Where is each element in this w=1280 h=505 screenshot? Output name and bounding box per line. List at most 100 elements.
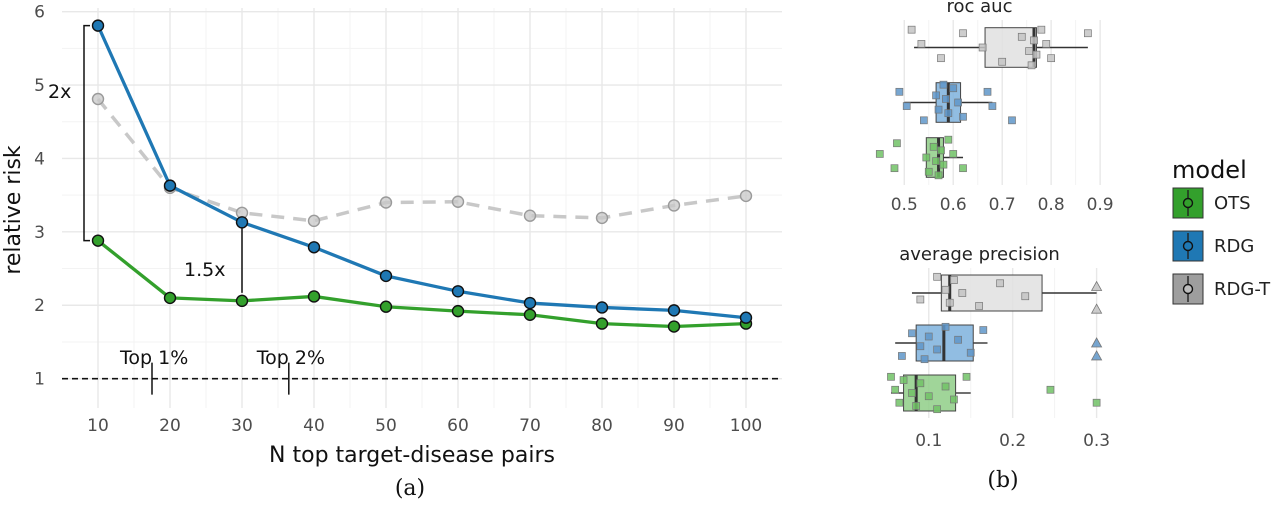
roc-auc-title: roc auc — [947, 0, 1013, 17]
x-tick-label: 0.8 — [1038, 195, 1065, 215]
data-point-rdg — [739, 311, 753, 324]
jitter-point — [979, 326, 988, 334]
legend-label-ots: OTS — [1214, 193, 1251, 214]
jitter-point — [954, 335, 962, 344]
x-tick-label: 90 — [663, 416, 685, 436]
x-tick-label: 10 — [87, 416, 109, 436]
jitter-point — [941, 322, 950, 331]
jitter-point — [891, 385, 900, 394]
jitter-point — [944, 109, 953, 118]
legend: model OTS RDG RDG-T — [1172, 156, 1271, 305]
data-point-ots — [667, 320, 681, 333]
outlier-point — [1090, 337, 1103, 348]
y-tick-label: 5 — [34, 76, 45, 96]
jitter-point — [920, 116, 928, 125]
fold-15x-label: 1.5x — [184, 259, 225, 281]
average-precision-title: average precision — [899, 244, 1060, 265]
jitter-point — [988, 102, 997, 110]
legend-swatch-point — [1182, 197, 1194, 209]
jitter-point — [916, 295, 925, 304]
jitter-point — [887, 372, 895, 381]
jitter-point — [916, 379, 925, 388]
jitter-point — [895, 87, 904, 96]
jitter-point — [959, 29, 967, 38]
series-line-ots — [96, 239, 747, 329]
data-point-ots — [163, 291, 177, 305]
x-tick-label: 80 — [591, 416, 613, 436]
jitter-point — [1037, 25, 1046, 34]
jitter-point — [902, 102, 911, 110]
jitter-point — [942, 95, 950, 103]
jitter-point — [1025, 47, 1033, 55]
jitter-point — [890, 164, 899, 173]
series-line-rdg — [96, 24, 747, 320]
data-point-ots — [595, 317, 609, 330]
jitter-point — [924, 332, 933, 341]
x-tick-label: 50 — [375, 416, 397, 436]
top2-label: Top 2% — [256, 347, 325, 369]
data-point-rdg — [523, 296, 537, 310]
jitter-point — [924, 392, 933, 401]
jitter-point — [1027, 61, 1036, 70]
jitter-point — [939, 80, 948, 89]
x-tick-label: 0.9 — [1087, 195, 1114, 215]
outlier-point — [1090, 350, 1103, 361]
data-point-rdg-t — [379, 196, 393, 209]
data-point-rdg-t — [91, 92, 105, 106]
x-tick-label: 30 — [231, 416, 253, 436]
x-tick-label: 0.5 — [891, 195, 918, 215]
panel-b-caption: (b) — [987, 468, 1018, 493]
jitter-point — [1084, 29, 1092, 38]
x-tick-label: 0.1 — [915, 431, 942, 451]
jitter-point — [966, 348, 975, 357]
jitter-point — [908, 389, 916, 397]
annotations: 2x 1.5x Top 1% Top 2% — [48, 24, 325, 395]
jitter-point — [1047, 54, 1055, 63]
jitter-point — [934, 105, 943, 114]
data-point-rdg-t — [307, 214, 321, 228]
data-point-rdg — [307, 241, 321, 254]
jitter-point — [959, 112, 967, 121]
jitter-point — [895, 398, 904, 407]
fold-2x-label: 2x — [48, 81, 71, 103]
data-point-ots — [523, 308, 537, 321]
jitter-point — [929, 142, 938, 151]
x-tick-label: 0.6 — [940, 195, 967, 215]
data-point-ots — [379, 300, 393, 313]
fold-bracket — [83, 24, 90, 242]
data-point-rdg-t — [451, 195, 465, 208]
jitter-point — [975, 302, 983, 310]
jitter-point — [1042, 40, 1051, 48]
jitter-point — [934, 171, 943, 180]
jitter-point — [950, 395, 958, 404]
jitter-point — [1092, 398, 1101, 407]
x-tick-label: 40 — [303, 416, 325, 436]
jitter-point — [1030, 36, 1038, 45]
x-tick-label: 0.7 — [989, 195, 1016, 215]
jitter-point — [916, 342, 925, 351]
jitter-point — [924, 167, 933, 176]
data-point-rdg-t — [523, 209, 537, 222]
x-tick-label: 70 — [519, 416, 541, 436]
jitter-point — [1008, 116, 1016, 125]
x-tick-label: 100 — [730, 416, 762, 436]
jitter-point — [932, 157, 940, 165]
jitter-point — [949, 150, 958, 158]
jitter-point — [978, 43, 987, 52]
data-point-rdg — [91, 19, 105, 32]
legend-items: OTS RDG RDG-T — [1172, 187, 1271, 305]
x-tick-label: 60 — [447, 416, 469, 436]
jitter-point — [941, 285, 950, 294]
data-point-rdg — [379, 269, 393, 283]
jitter-point — [933, 345, 941, 354]
x-tick-label: 0.2 — [999, 431, 1026, 451]
jitter-point — [998, 57, 1007, 66]
x-tick-label: 0.3 — [1083, 431, 1110, 451]
jitter-point — [983, 87, 992, 96]
legend-label-rdg: RDG — [1214, 236, 1254, 257]
legend-swatch-point — [1182, 240, 1194, 252]
jitter-point — [939, 160, 948, 169]
y-tick-labels: 1 2 3 4 5 6 — [34, 3, 45, 390]
jitter-point — [959, 164, 967, 173]
jitter-point — [950, 276, 958, 284]
